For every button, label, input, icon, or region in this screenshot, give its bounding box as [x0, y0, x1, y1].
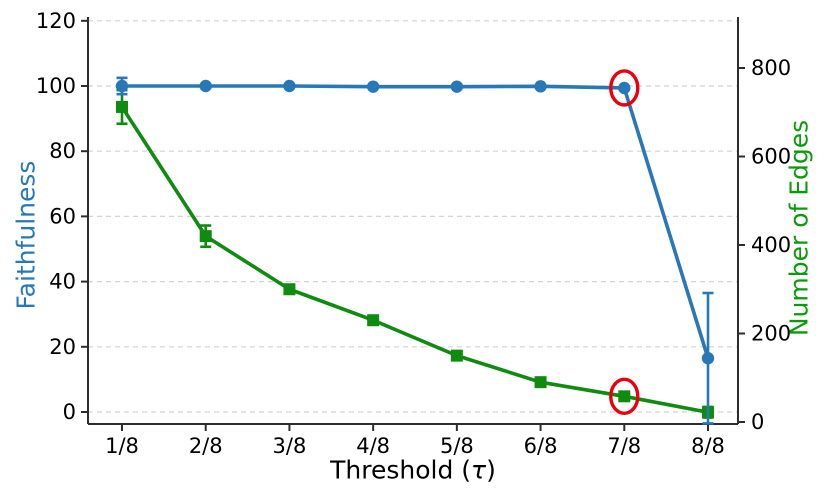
left-tick-label: 0 [63, 400, 76, 424]
right-tick-label: 200 [751, 322, 791, 346]
left-tick-label: 100 [36, 74, 76, 98]
data-point-circle [701, 352, 715, 365]
data-point-square [283, 283, 296, 296]
right-tick-label: 600 [751, 145, 791, 169]
data-point-square [450, 349, 463, 362]
data-point-circle [199, 79, 212, 93]
left-tick-label: 80 [49, 139, 76, 163]
left-tick-label: 60 [49, 204, 76, 228]
y-axis-left-label: Faithfulness [11, 160, 41, 310]
tau-symbol: τ [471, 455, 487, 485]
data-point-square [367, 314, 380, 327]
data-point-circle [450, 80, 464, 93]
x-axis-label-prefix: Threshold ( [330, 455, 472, 485]
right-tick-label: 400 [751, 233, 791, 257]
left-tick-label: 40 [49, 270, 76, 294]
series-line-circle [120, 84, 710, 361]
x-tick-label: 3/8 [273, 434, 307, 458]
data-point-square [116, 100, 128, 113]
data-point-square [618, 390, 631, 403]
right-tick-label: 0 [751, 410, 764, 434]
data-point-circle [283, 79, 296, 93]
data-point-circle [115, 79, 129, 93]
x-tick-label: 6/8 [524, 434, 558, 458]
right-tick-label: 800 [751, 56, 791, 80]
x-tick-label: 8/8 [691, 434, 725, 458]
x-tick-label: 5/8 [440, 434, 474, 458]
x-tick-label: 4/8 [356, 434, 390, 458]
series-line-square [120, 105, 710, 415]
data-point-square [534, 376, 547, 389]
left-tick-label: 20 [49, 335, 76, 359]
data-point-circle [618, 81, 631, 95]
left-tick-label: 120 [36, 9, 76, 33]
x-axis-label-suffix: ) [486, 455, 496, 485]
x-tick-label: 7/8 [607, 434, 641, 458]
data-point-circle [366, 80, 380, 93]
data-point-circle [534, 80, 547, 93]
x-tick-label: 1/8 [105, 434, 139, 458]
x-tick-label: 2/8 [189, 434, 223, 458]
highlight-ellipse [609, 377, 640, 416]
data-point-square [199, 230, 212, 243]
x-axis-label: Threshold (τ) [330, 456, 496, 485]
y-axis-right-label: Number of Edges [784, 119, 814, 337]
highlight-ellipse [609, 69, 640, 107]
